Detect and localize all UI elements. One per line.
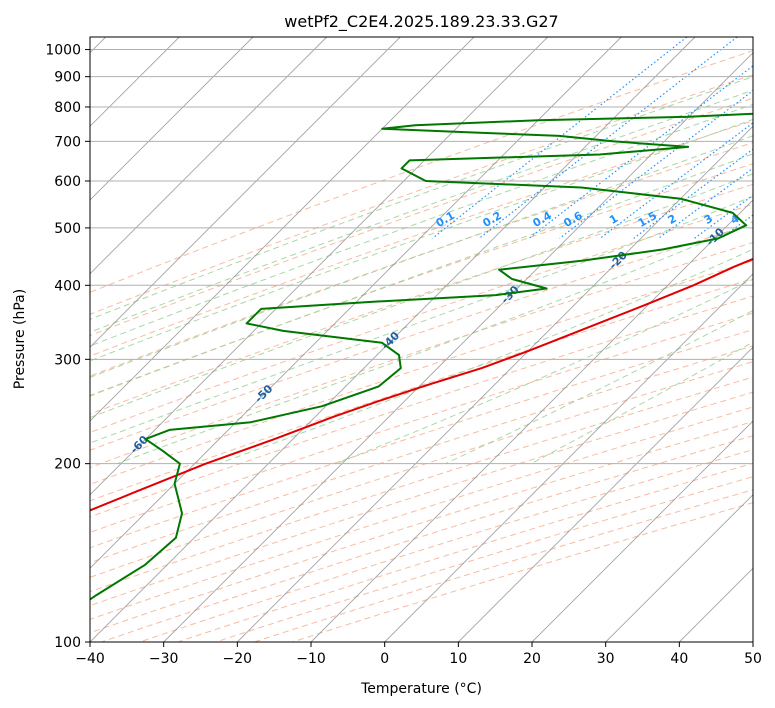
mixing-ratio-line bbox=[658, 167, 753, 239]
y-tick-label: 900 bbox=[54, 70, 81, 86]
isotherm-line bbox=[531, 420, 753, 642]
dry-adiabat bbox=[90, 329, 753, 549]
y-tick-label: 100 bbox=[54, 635, 81, 651]
y-tick-label: 300 bbox=[54, 352, 81, 368]
isotherm-line bbox=[457, 346, 753, 642]
moist-adiabat bbox=[90, 118, 753, 362]
moist-adiabat bbox=[90, 153, 753, 397]
isotherm-line bbox=[90, 37, 328, 275]
moist-adiabat bbox=[90, 103, 753, 347]
mixing-ratio-line bbox=[599, 122, 753, 239]
isotherm-line bbox=[236, 125, 753, 642]
x-tick-label: 50 bbox=[744, 651, 762, 667]
x-tick-label: 0 bbox=[380, 651, 389, 667]
dry-adiabat bbox=[90, 97, 753, 337]
isotherm-label: -70 bbox=[5, 481, 28, 504]
y-tick-label: 400 bbox=[54, 278, 81, 294]
x-tick-label: −30 bbox=[149, 651, 179, 667]
isotherm-line bbox=[605, 494, 753, 642]
moist-adiabat bbox=[90, 195, 753, 444]
dry-adiabat bbox=[90, 295, 753, 518]
isotherm-line bbox=[310, 199, 753, 642]
dry-adiabat bbox=[90, 74, 753, 315]
y-tick-label: 800 bbox=[54, 100, 81, 116]
y-tick-label: 700 bbox=[54, 134, 81, 150]
mixing-ratio-line bbox=[528, 65, 753, 239]
x-tick-label: −40 bbox=[75, 651, 105, 667]
mixing-ratio-line bbox=[760, 35, 775, 239]
moist-adiabat bbox=[90, 135, 753, 378]
chart-title: wetPf2_C2E4.2025.189.23.33.G27 bbox=[284, 12, 558, 32]
dry-adiabat bbox=[90, 278, 753, 502]
y-tick-label: 1000 bbox=[45, 43, 81, 59]
plot-frame-bg bbox=[90, 37, 753, 642]
mixing-ratio-line bbox=[559, 89, 753, 239]
x-axis-title: Temperature (°C) bbox=[360, 681, 482, 697]
x-tick-label: 10 bbox=[449, 651, 467, 667]
temperature-profile bbox=[90, 257, 753, 512]
y-tick-label: 500 bbox=[54, 221, 81, 237]
moist-adiabat bbox=[116, 220, 753, 465]
isotherm-line bbox=[90, 37, 254, 201]
dry-adiabat bbox=[90, 391, 753, 607]
isotherm-line bbox=[163, 52, 753, 642]
isotherm-line bbox=[90, 37, 401, 348]
isotherm-line bbox=[90, 37, 475, 422]
x-tick-label: −20 bbox=[223, 651, 253, 667]
dry-adiabat bbox=[90, 183, 753, 415]
x-tick-label: 20 bbox=[523, 651, 541, 667]
x-tick-label: −10 bbox=[296, 651, 326, 667]
dewpoint-profile bbox=[90, 112, 753, 601]
x-tick-label: 40 bbox=[670, 651, 688, 667]
isotherm-line bbox=[90, 37, 696, 642]
x-tick-label: 30 bbox=[597, 651, 615, 667]
isotherm-line bbox=[90, 37, 622, 569]
plot-frame bbox=[89, 36, 754, 643]
isotherm-line bbox=[384, 273, 753, 642]
mixing-ratio-label: 6 bbox=[767, 212, 775, 227]
dry-adiabat bbox=[90, 241, 753, 469]
plot-background bbox=[90, 37, 753, 642]
y-axis-title: Pressure (hPa) bbox=[12, 289, 28, 389]
y-tick-label: 200 bbox=[54, 457, 81, 473]
y-tick-label: 600 bbox=[54, 174, 81, 190]
mixing-ratio-line bbox=[432, 37, 688, 239]
isotherm-line bbox=[90, 37, 549, 496]
mixing-ratio-line bbox=[478, 37, 738, 239]
isotherm-line bbox=[752, 641, 753, 642]
axes: −40 −30 −20 −10 0 10 20 30 40 50 100 200 300 400 500 60… bbox=[45, 36, 762, 667]
moist-adiabat bbox=[90, 76, 753, 320]
dry-adiabat bbox=[90, 203, 753, 433]
